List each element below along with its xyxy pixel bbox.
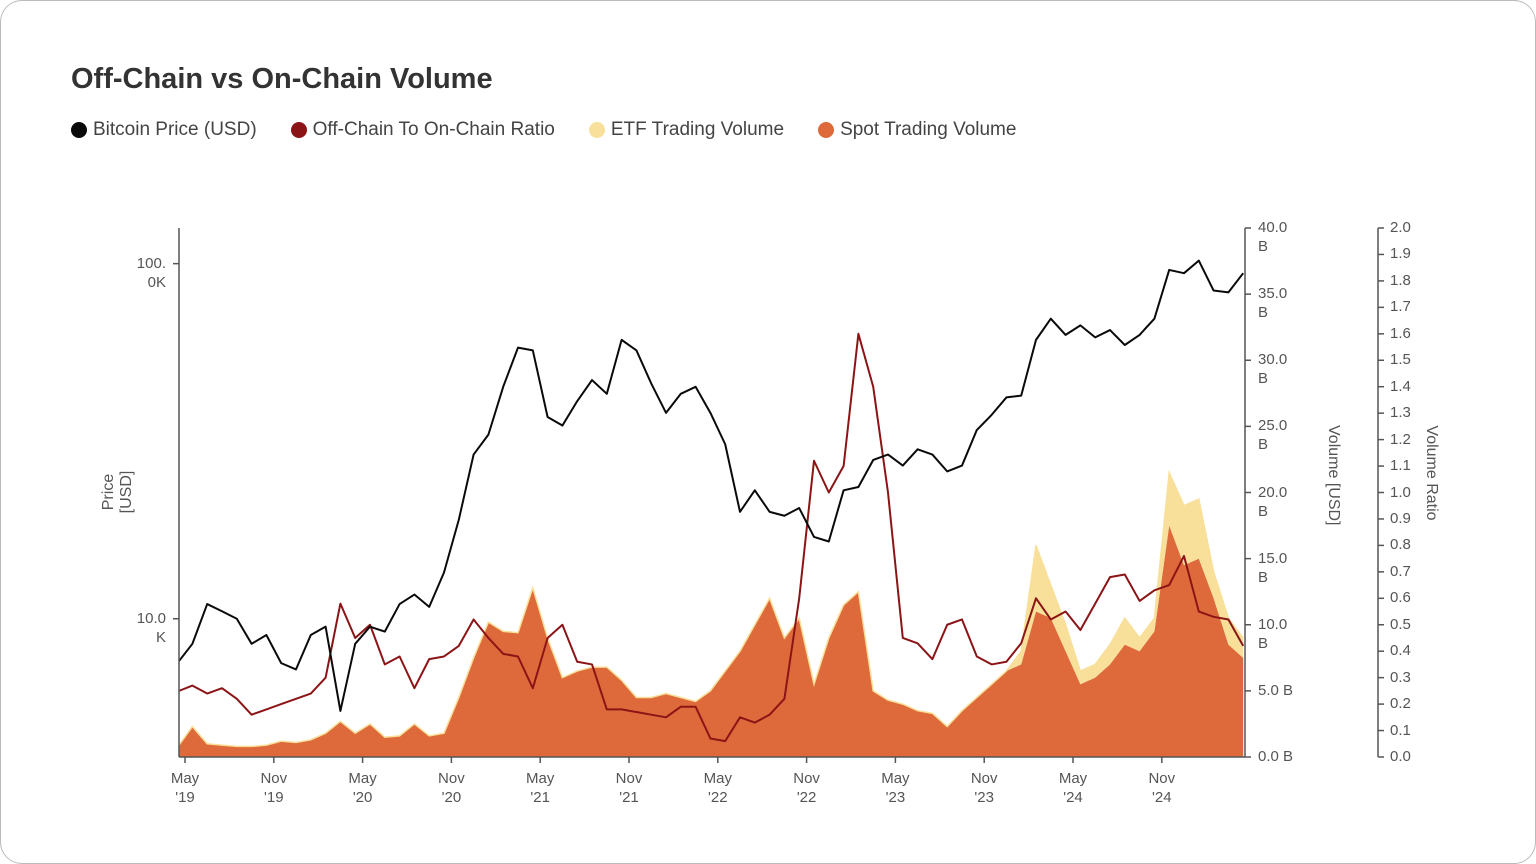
legend-dot-icon: [290, 122, 307, 138]
spot-volume-area: [179, 525, 1244, 757]
x-tick-label: May '21: [526, 770, 555, 806]
ratio-tick-label: 0.9: [1390, 509, 1411, 527]
volume-tick-label: 15.0 B: [1258, 549, 1288, 586]
volume-tick-label: 5.0 B: [1258, 681, 1294, 699]
legend: Bitcoin Price (USD) Off-Chain To On-Chai…: [71, 119, 1016, 141]
ratio-tick-label: 1.8: [1390, 271, 1411, 289]
legend-item-spot-volume[interactable]: Spot Trading Volume: [818, 119, 1016, 141]
x-tick-label: Nov '23: [970, 770, 998, 806]
volume-tick-label: 10.0 B: [1258, 615, 1288, 652]
legend-dot-icon: [588, 122, 605, 138]
ratio-tick-label: 0.7: [1390, 562, 1411, 580]
ratio-tick-label: 1.2: [1390, 430, 1411, 448]
x-tick-label: Nov '22: [793, 770, 820, 806]
volume-tick-label: 35.0 B: [1258, 285, 1288, 322]
legend-item-etf-volume[interactable]: ETF Trading Volume: [588, 119, 785, 141]
x-tick-label: May '22: [703, 770, 732, 806]
etf-volume-area: [179, 472, 1244, 747]
etf-volume-edge: [178, 469, 1244, 748]
chart-title: Off-Chain vs On-Chain Volume: [71, 63, 493, 95]
ratio-tick-label: 1.6: [1390, 324, 1411, 342]
ratio-tick-label: 0.3: [1390, 668, 1411, 686]
ratio-tick-label: 1.0: [1390, 483, 1411, 501]
ratio-tick-label: 0.5: [1390, 615, 1411, 633]
ratio-tick-label: 0.6: [1390, 589, 1411, 607]
ratio-tick-label: 0.8: [1390, 536, 1411, 554]
x-tick-label: May '23: [881, 770, 910, 806]
legend-dot-icon: [71, 122, 87, 138]
ratio-tick-label: 1.1: [1390, 457, 1411, 475]
ratio-tick-label: 0.0: [1390, 748, 1411, 765]
price-axis-title: Price [USD]: [100, 470, 135, 514]
x-tick-label: May '19: [170, 770, 200, 806]
bitcoin-price-line: [178, 259, 1244, 712]
x-tick-label: Nov '21: [615, 770, 643, 806]
price-tick-label: 10.0K: [136, 609, 166, 646]
volume-tick-label: 25.0 B: [1258, 417, 1288, 454]
volume-tick-label: 20.0 B: [1258, 483, 1288, 520]
ratio-tick-label: 1.7: [1390, 298, 1411, 316]
x-tick-label: Nov '19: [260, 770, 288, 806]
x-tick-label: Nov '20: [438, 770, 465, 806]
ratio-tick-label: 1.9: [1390, 245, 1411, 263]
ratio-tick-label: 0.1: [1390, 721, 1411, 739]
legend-label: Spot Trading Volume: [840, 119, 1017, 140]
ratio-axis-title: Volume Ratio: [1423, 425, 1440, 521]
ratio-tick-label: 1.5: [1390, 351, 1411, 369]
legend-label: Bitcoin Price (USD): [93, 119, 257, 140]
ratio-tick-label: 2.0: [1390, 219, 1411, 236]
volume-tick-label: 30.0 B: [1258, 351, 1288, 388]
volume-tick-label: 0.0 B: [1258, 748, 1294, 765]
legend-item-bitcoin-price[interactable]: Bitcoin Price (USD): [71, 119, 257, 141]
x-tick-label: May '20: [348, 770, 377, 806]
ratio-tick-label: 0.4: [1390, 642, 1411, 660]
ratio-tick-label: 1.3: [1390, 404, 1411, 422]
price-tick-label: 100.0K: [136, 254, 166, 291]
volume-tick-label: 40.0 B: [1258, 219, 1288, 255]
ratio-tick-label: 0.2: [1390, 695, 1411, 713]
x-tick-label: Nov '24: [1148, 770, 1176, 806]
legend-label: ETF Trading Volume: [610, 119, 785, 140]
volume-axis-title: Volume [USD]: [1325, 425, 1342, 526]
ratio-tick-label: 1.4: [1390, 377, 1411, 395]
legend-dot-icon: [818, 122, 835, 138]
ratio-line: [178, 332, 1245, 743]
legend-label: Off-Chain To On-Chain Ratio: [312, 119, 555, 140]
legend-item-ratio[interactable]: Off-Chain To On-Chain Ratio: [290, 119, 555, 141]
x-tick-label: May '24: [1058, 770, 1088, 806]
